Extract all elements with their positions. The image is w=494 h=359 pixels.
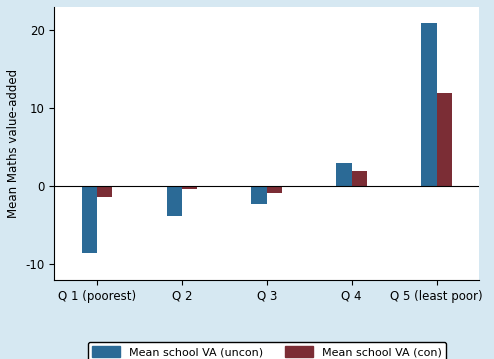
Bar: [97, 186, 112, 196]
Bar: [421, 23, 437, 186]
Bar: [82, 186, 97, 253]
Bar: [166, 186, 182, 216]
Legend: Mean school VA (uncon), Mean school VA (con): Mean school VA (uncon), Mean school VA (…: [87, 341, 446, 359]
Bar: [352, 171, 367, 186]
Bar: [251, 186, 267, 204]
Bar: [182, 186, 197, 189]
Bar: [267, 186, 282, 193]
Y-axis label: Mean Maths value-added: Mean Maths value-added: [7, 69, 20, 218]
Bar: [437, 93, 452, 186]
Bar: [336, 163, 352, 186]
